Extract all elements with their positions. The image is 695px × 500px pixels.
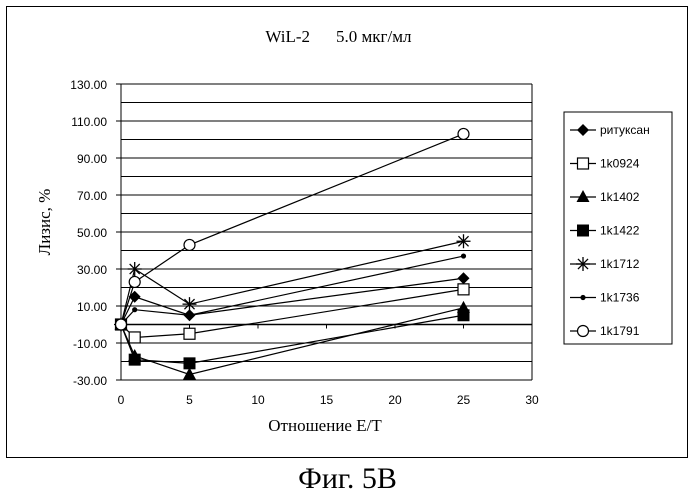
- legend-item: 1k1791: [570, 324, 640, 338]
- y-tick-label: -30.00: [73, 374, 107, 388]
- x-tick-label: 25: [457, 393, 471, 407]
- data-point: [458, 309, 470, 321]
- x-tick-label: 5: [186, 393, 193, 407]
- y-tick-label: -10.00: [73, 337, 107, 351]
- legend-marker: [578, 326, 589, 337]
- data-point: [187, 313, 192, 318]
- data-point: [132, 307, 137, 312]
- data-point: [184, 328, 195, 339]
- series-1k1422: [115, 309, 470, 369]
- x-tick-label: 10: [251, 393, 265, 407]
- x-axis-label: Отношение Е/Т: [268, 416, 382, 435]
- data-point: [129, 276, 140, 287]
- legend-marker: [578, 158, 589, 169]
- y-axis-label: Лизис, %: [35, 189, 54, 256]
- series-line: [121, 315, 464, 363]
- legend-label: 1k1791: [600, 324, 640, 338]
- y-tick-label: 130.00: [70, 78, 107, 92]
- y-tick-label: 110.00: [71, 115, 107, 129]
- y-tick-label: 90.00: [77, 152, 107, 166]
- legend-marker: [576, 257, 590, 271]
- legend-label: 1k1712: [600, 257, 640, 271]
- data-point: [129, 332, 140, 343]
- y-tick-label: 30.00: [77, 263, 107, 277]
- series-1k1791: [116, 128, 470, 330]
- legend-item: ритуксан: [570, 123, 650, 137]
- series-1k1736: [118, 253, 466, 327]
- data-point: [184, 239, 195, 250]
- y-tick-label: 50.00: [77, 226, 107, 240]
- data-point: [457, 234, 471, 248]
- series-line: [121, 308, 464, 375]
- series-line: [121, 241, 464, 324]
- series-group: [114, 128, 471, 379]
- x-tick-label: 30: [525, 393, 539, 407]
- legend-label: 1k1736: [600, 291, 640, 305]
- series-line: [121, 256, 464, 324]
- chart-title-concentration: 5.0 мкг/мл: [336, 27, 412, 46]
- data-point: [458, 128, 469, 139]
- data-point: [184, 357, 196, 369]
- x-tick-label: 20: [388, 393, 402, 407]
- series-line: [121, 134, 464, 325]
- data-point: [128, 262, 142, 276]
- chart-title-cell-line: WiL-2: [265, 27, 310, 46]
- data-point: [458, 284, 469, 295]
- x-tick-label: 0: [118, 393, 125, 407]
- legend-label: 1k1422: [600, 224, 640, 238]
- legend-marker: [577, 225, 589, 237]
- data-point: [116, 319, 127, 330]
- line-chart: 130.00 110.00 90.00 70.00 50.00 30.00 10.00 -10…: [0, 0, 695, 460]
- y-tick-label: 70.00: [77, 189, 107, 203]
- figure-caption: Фиг. 5В: [0, 462, 695, 496]
- legend-label: ритуксан: [600, 123, 650, 137]
- gridlines: [121, 84, 532, 380]
- legend-item: 1k0924: [570, 157, 640, 171]
- legend-label: 1k1402: [600, 190, 640, 204]
- y-tick-label: 10.00: [77, 300, 107, 314]
- data-point: [458, 272, 470, 284]
- data-point: [183, 297, 197, 311]
- x-tick-labels: 0 5 10 15 20 25 30: [118, 325, 539, 408]
- data-point: [129, 354, 141, 366]
- legend-marker: [580, 295, 585, 300]
- legend-label: 1k0924: [600, 157, 640, 171]
- x-tick-label: 15: [320, 393, 334, 407]
- legend-item: 1k1422: [570, 224, 640, 238]
- data-point: [461, 253, 466, 258]
- y-tick-labels: 130.00 110.00 90.00 70.00 50.00 30.00 10.00 -10…: [70, 78, 121, 388]
